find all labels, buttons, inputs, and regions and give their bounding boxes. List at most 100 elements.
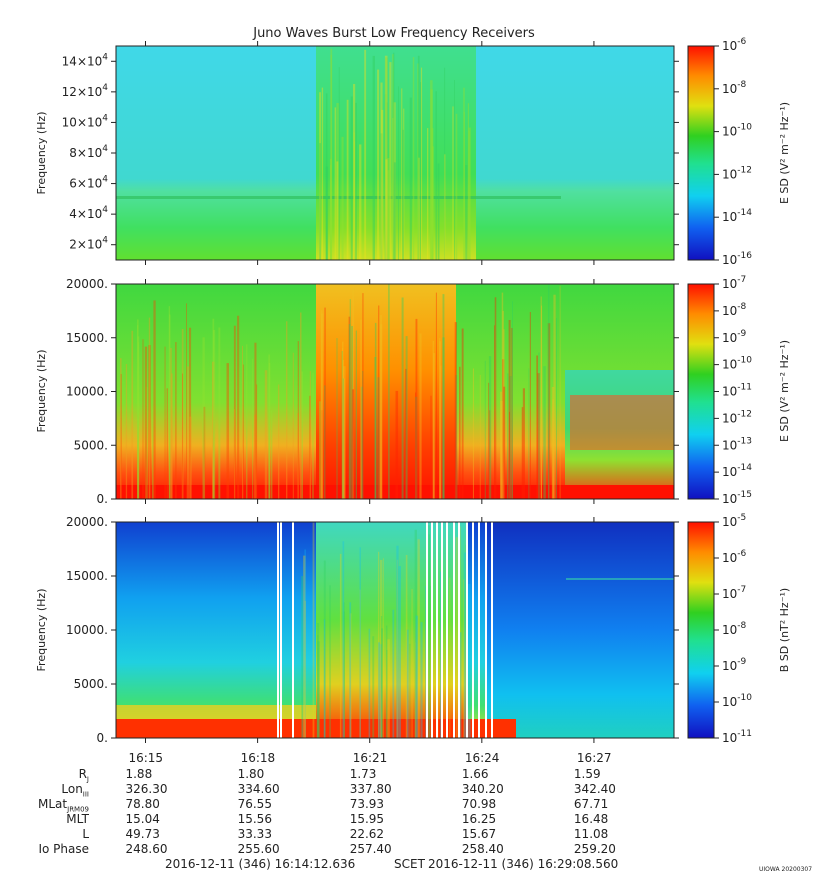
spectral-stripe <box>254 342 257 499</box>
ephemeris-label-main: R <box>78 767 87 781</box>
time-tick-label: 16:18 <box>240 751 276 765</box>
panel-3-colorbar-label: B SD (nT² Hz⁻¹) <box>778 588 791 672</box>
colorbar-tick-exponent: -9 <box>737 657 746 667</box>
colorbar-tick-label: 10-10 <box>722 693 752 709</box>
spectral-stripe <box>321 87 324 260</box>
spectral-stripe <box>203 406 206 499</box>
colorbar-tick-label: 10-15 <box>722 490 752 506</box>
colorbar-tick-label: 10-11 <box>722 383 752 399</box>
spectral-stripe <box>297 413 299 499</box>
ephemeris-value: 49.73 <box>125 827 160 841</box>
colorbar-tick-exponent: -6 <box>737 549 746 559</box>
ephemeris-value: 22.62 <box>349 827 385 841</box>
panel-2-low-frequency-band <box>116 485 674 499</box>
spectral-stripe <box>325 93 328 261</box>
spectral-stripe <box>432 340 435 499</box>
colorbar-tick-base: 10 <box>722 277 737 291</box>
spectral-stripe <box>401 297 404 499</box>
spectral-stripe <box>559 285 561 499</box>
colorbar-tick-label: 10-10 <box>722 356 752 372</box>
spectral-stripe <box>343 378 345 499</box>
spectral-stripe <box>500 391 503 499</box>
y-tick-label: 5000. <box>74 438 108 452</box>
spectral-stripe <box>336 103 339 260</box>
spectral-stripe <box>501 292 504 499</box>
spectral-stripe <box>297 341 299 499</box>
spectral-stripe <box>440 365 442 499</box>
spectral-stripe <box>336 161 339 260</box>
colorbar-tick-base: 10 <box>722 492 737 506</box>
y-tick-mantissa: 12×10 <box>62 85 103 99</box>
colorbar-tick-label: 10-12 <box>722 165 752 181</box>
spectral-stripe <box>346 99 349 260</box>
spectral-stripe <box>342 360 345 499</box>
spectral-stripe <box>502 359 505 499</box>
spectral-stripe <box>212 318 215 499</box>
spectral-stripe <box>268 363 271 499</box>
panel-2-ylabel: Frequency (Hz) <box>35 350 48 433</box>
spectral-stripe <box>502 310 504 499</box>
spectral-stripe <box>353 132 355 260</box>
spectral-stripe <box>324 307 326 499</box>
ephemeris-value: 334.60 <box>237 782 280 796</box>
spectral-stripe <box>182 373 183 499</box>
spectral-stripe <box>551 387 555 499</box>
data-gap <box>441 522 443 738</box>
ephemeris-label-main: Lon <box>61 782 83 796</box>
spectral-stripe <box>395 390 399 499</box>
y-tick-exponent: 4 <box>102 52 108 62</box>
spectral-stripe <box>392 54 394 261</box>
spectral-stripe <box>420 67 423 260</box>
colorbar-tick-exponent: -10 <box>737 356 752 366</box>
y-tick-label: 10×104 <box>62 113 109 129</box>
spectral-stripe <box>430 89 433 261</box>
spectral-stripe <box>377 377 380 499</box>
spectral-stripe <box>329 158 332 260</box>
y-tick-label: 20000. <box>66 277 108 291</box>
colorbar-tick-base: 10 <box>722 253 737 267</box>
spectral-stripe <box>320 310 323 499</box>
ephemeris-row-label: L <box>82 827 89 841</box>
spectral-stripe <box>439 341 442 499</box>
colorbar-tick-base: 10 <box>722 125 737 139</box>
y-tick-label: 6×104 <box>69 175 108 191</box>
y-tick-exponent: 4 <box>102 113 108 123</box>
y-tick-exponent: 4 <box>102 83 108 93</box>
spectral-stripe <box>442 294 445 499</box>
spectral-stripe <box>233 325 236 499</box>
spectral-stripe <box>500 400 503 499</box>
time-tick-label: 16:27 <box>576 751 612 765</box>
spectral-stripe <box>454 80 455 260</box>
colorbar-tick-base: 10 <box>722 411 737 425</box>
y-tick-exponent: 4 <box>102 236 108 246</box>
spectral-stripe <box>342 341 344 499</box>
colorbar-tick-base: 10 <box>722 695 737 709</box>
spectral-stripe <box>226 363 229 499</box>
colorbar-tick-exponent: -13 <box>737 436 752 446</box>
spectral-stripe <box>189 327 192 499</box>
spectral-stripe <box>354 141 355 260</box>
spectral-stripe <box>341 351 343 499</box>
colorbar-tick-base: 10 <box>722 385 737 399</box>
spectral-stripe <box>386 57 388 260</box>
spectral-stripe <box>409 97 412 260</box>
spectral-stripe <box>396 559 398 738</box>
colorbar-tick-label: 10-8 <box>722 621 747 637</box>
spectral-stripe <box>338 67 340 260</box>
spectral-stripe <box>455 375 458 499</box>
ephemeris-value: 67.71 <box>573 797 609 811</box>
spectral-stripe <box>553 294 556 499</box>
panel-3-right-region <box>486 522 674 738</box>
ephemeris-label-sub: III <box>82 790 89 799</box>
spectral-stripe <box>494 325 495 499</box>
spectral-stripe <box>385 57 388 260</box>
colorbar-tick-label: 10-9 <box>722 329 747 345</box>
spectral-stripe <box>430 80 433 260</box>
spectral-stripe <box>359 547 361 738</box>
spectral-stripe <box>351 326 353 499</box>
spectral-stripe <box>125 364 128 499</box>
ephemeris-value: 257.40 <box>349 842 392 856</box>
spectral-stripe <box>360 386 363 499</box>
spectral-stripe <box>302 624 304 738</box>
spectral-stripe <box>131 330 134 499</box>
